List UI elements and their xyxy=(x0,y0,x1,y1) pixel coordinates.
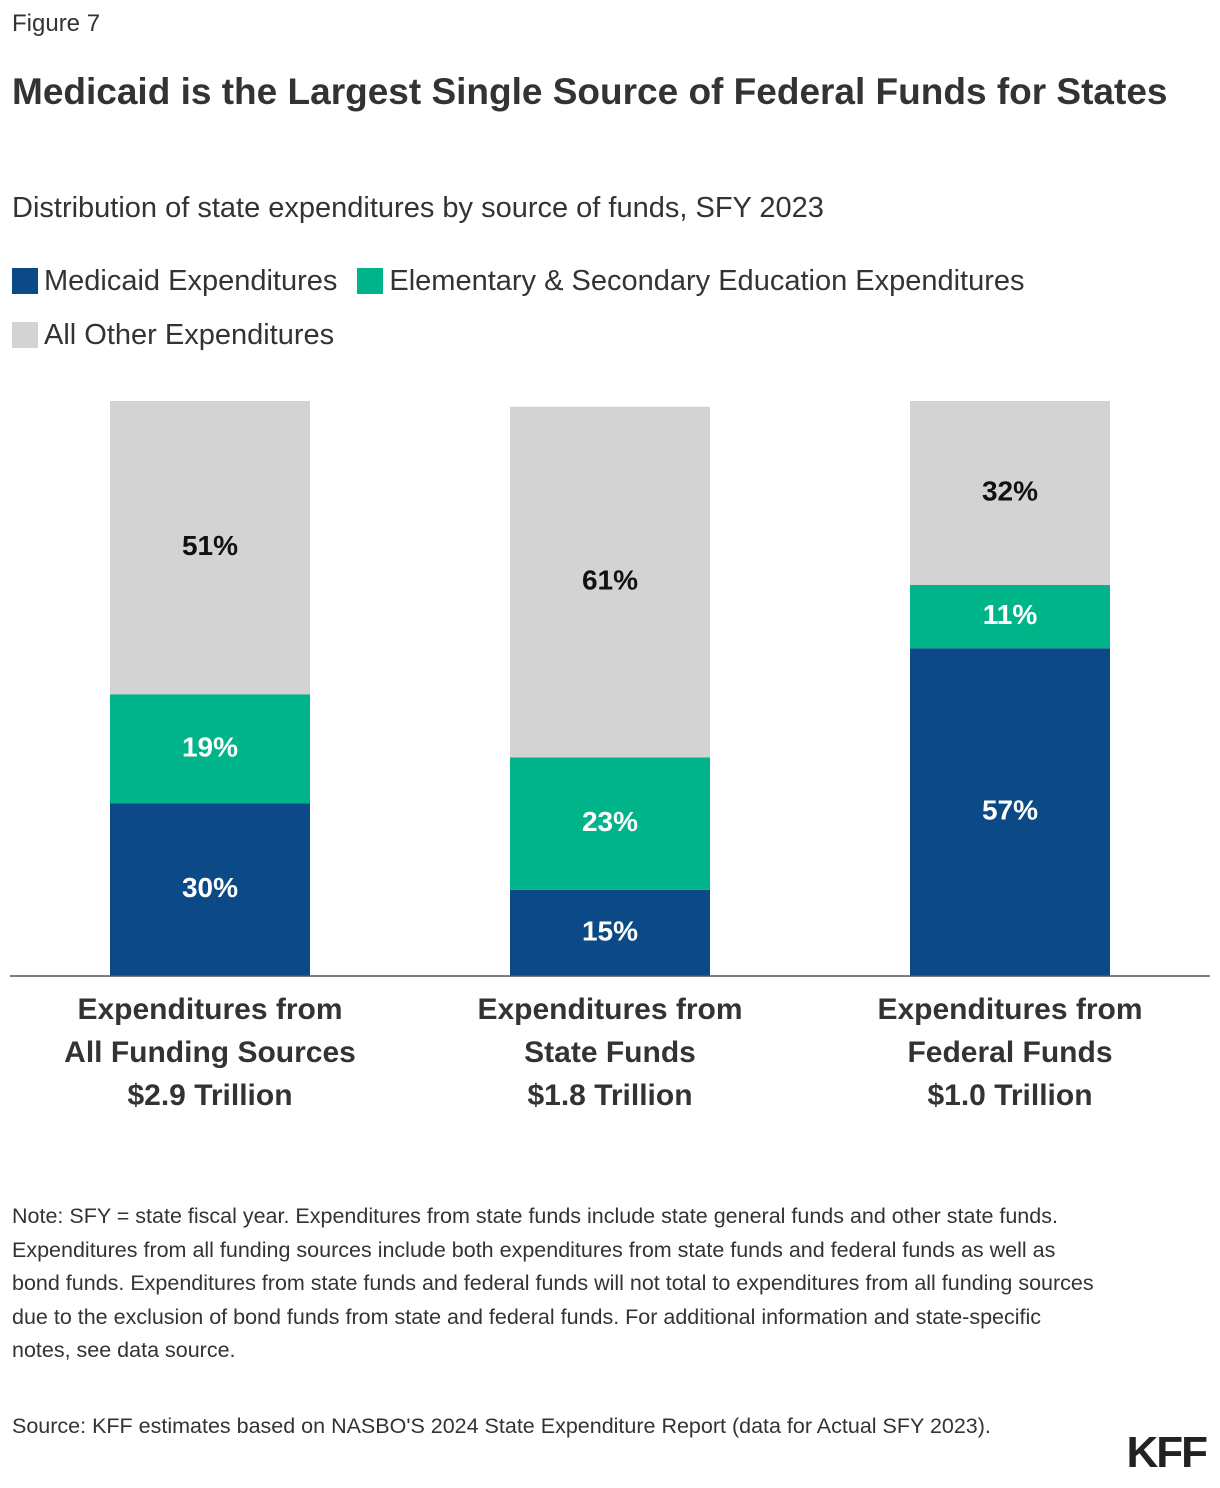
x-tick-label: Expenditures from xyxy=(877,993,1142,1026)
bar-segment xyxy=(110,803,310,976)
legend-label: Medicaid Expenditures xyxy=(44,264,338,297)
bar-segment xyxy=(910,648,1110,976)
source: Source: KFF estimates based on NASBO'S 2… xyxy=(12,1414,991,1438)
data-label: 19% xyxy=(182,731,238,762)
legend-item: Medicaid Expenditures xyxy=(12,262,337,300)
bar-segment xyxy=(110,694,310,804)
legend-label: All Other Expenditures xyxy=(44,318,335,351)
data-label: 32% xyxy=(982,475,1038,506)
data-label: 57% xyxy=(982,795,1038,826)
bar-segment xyxy=(510,889,710,976)
legend: Medicaid Expenditures Elementary & Second… xyxy=(12,262,1212,354)
data-label: 11% xyxy=(983,599,1038,630)
bar-segment xyxy=(910,401,1110,585)
bar-segment xyxy=(910,585,1110,649)
x-tick-label: All Funding Sources xyxy=(64,1036,356,1069)
legend-item: All Other Expenditures xyxy=(12,316,334,354)
legend-label: Elementary & Secondary Education Expendi… xyxy=(389,264,1025,297)
data-label: 51% xyxy=(182,530,238,561)
legend-item: Elementary & Secondary Education Expendi… xyxy=(357,262,1025,300)
bar-segment xyxy=(110,401,310,695)
data-label: 23% xyxy=(582,806,638,837)
logo: KFF xyxy=(1126,1428,1208,1477)
legend-swatch xyxy=(357,268,384,294)
x-tick-label: Expenditures from xyxy=(477,993,742,1026)
bar-segment xyxy=(510,757,710,890)
note: Note: SFY = state fiscal year. Expenditu… xyxy=(12,1204,1094,1362)
bar-segment xyxy=(510,406,710,758)
x-tick-label: $1.8 Trillion xyxy=(527,1079,692,1112)
x-tick-label: Expenditures from xyxy=(77,993,342,1026)
chart-subtitle: Distribution of state expenditures by so… xyxy=(12,192,824,224)
data-label: 15% xyxy=(582,915,638,946)
x-tick-label: $1.0 Trillion xyxy=(927,1079,1092,1112)
figure-label: Figure 7 xyxy=(12,10,101,37)
x-tick-label: $2.9 Trillion xyxy=(127,1079,292,1112)
x-tick-label: State Funds xyxy=(524,1036,696,1069)
legend-swatch xyxy=(12,322,38,348)
chart-title: Medicaid is the Largest Single Source of… xyxy=(12,71,1168,112)
x-tick-label: Federal Funds xyxy=(907,1036,1112,1069)
data-label: 61% xyxy=(582,565,638,596)
data-label: 30% xyxy=(182,872,238,903)
legend-swatch xyxy=(12,268,38,294)
